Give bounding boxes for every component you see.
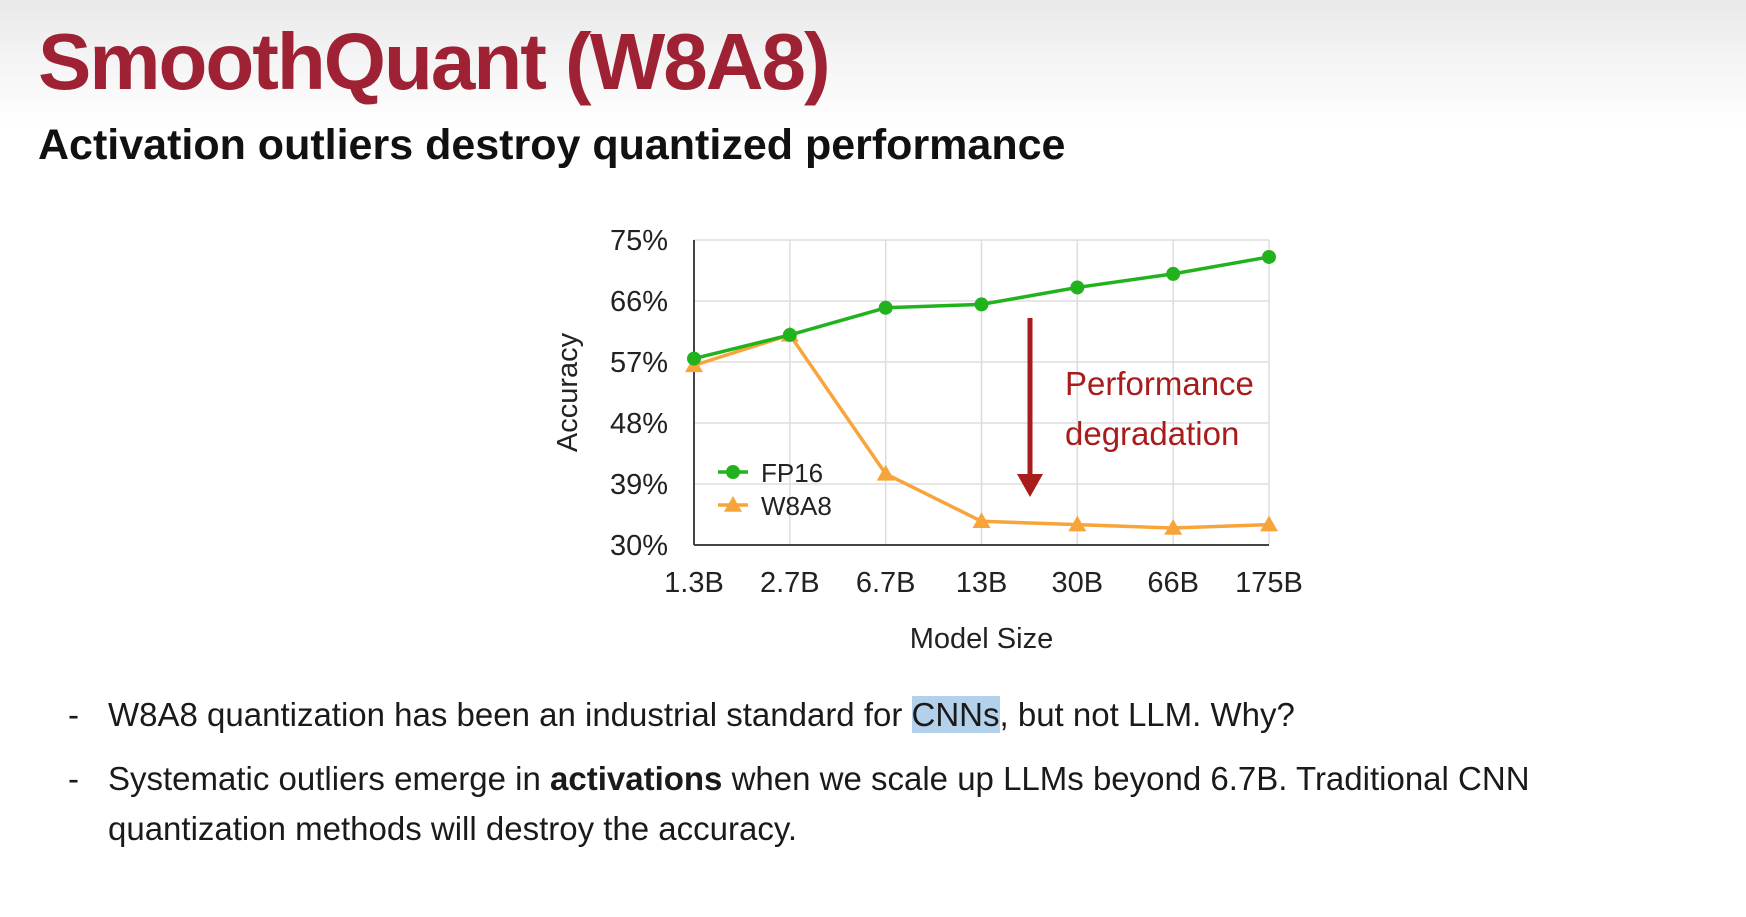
degradation-arrow-head bbox=[1017, 474, 1043, 497]
x-tick-label: 30B bbox=[1052, 567, 1104, 599]
y-tick-label: 39% bbox=[610, 469, 668, 501]
data-point-fp16 bbox=[974, 297, 989, 312]
data-point-fp16 bbox=[878, 300, 893, 315]
data-point-fp16 bbox=[1262, 249, 1276, 264]
bullet-text: W8A8 quantization has been an industrial… bbox=[108, 696, 912, 733]
y-tick-label: 48% bbox=[610, 408, 668, 440]
text-selection-highlight: CNNs bbox=[911, 696, 1000, 733]
legend-label-w8a8: W8A8 bbox=[761, 491, 832, 521]
data-point-fp16 bbox=[782, 327, 797, 342]
x-tick-label: 13B bbox=[956, 567, 1008, 599]
data-point-w8a8 bbox=[1260, 515, 1278, 532]
data-point-fp16 bbox=[687, 351, 701, 366]
data-point-fp16 bbox=[1166, 266, 1181, 281]
annotation-text: degradation bbox=[1065, 415, 1239, 452]
bullet-item: - W8A8 quantization has been an industria… bbox=[68, 690, 1708, 740]
y-tick-label: 66% bbox=[610, 286, 668, 318]
data-point-w8a8 bbox=[972, 512, 991, 529]
x-tick-label: 6.7B bbox=[856, 567, 916, 599]
bullet-text: , but not LLM. Why? bbox=[999, 696, 1295, 733]
legend-marker-w8a8 bbox=[724, 496, 742, 512]
x-tick-label: 1.3B bbox=[664, 567, 724, 599]
bullet-text: when we scale up LLMs beyond 6.7B. Tradi… bbox=[108, 760, 1530, 847]
bullet-emphasis: activations bbox=[550, 760, 723, 797]
chart-annotation: Performance degradation bbox=[1017, 318, 1254, 497]
legend-marker-fp16 bbox=[726, 465, 740, 479]
x-tick-label: 175B bbox=[1235, 567, 1303, 599]
chart-grid bbox=[694, 239, 1270, 545]
y-axis-title: Accuracy bbox=[552, 332, 584, 452]
y-tick-label: 30% bbox=[610, 530, 668, 562]
chart-series bbox=[685, 249, 1278, 535]
bullet-list: - W8A8 quantization has been an industria… bbox=[68, 690, 1708, 868]
y-tick-label: 75% bbox=[610, 225, 668, 257]
x-axis-title: Model Size bbox=[910, 623, 1053, 655]
data-point-fp16 bbox=[1070, 280, 1085, 295]
data-point-w8a8 bbox=[876, 464, 895, 481]
data-point-w8a8 bbox=[1164, 519, 1183, 535]
y-tick-label: 57% bbox=[610, 347, 668, 379]
legend-label-fp16: FP16 bbox=[761, 458, 823, 488]
bullet-dash: - bbox=[68, 760, 79, 797]
data-point-w8a8 bbox=[1068, 515, 1087, 532]
chart-axes bbox=[693, 240, 1269, 546]
bullet-text: Systematic outliers emerge in bbox=[108, 760, 551, 797]
accuracy-vs-model-size-chart: 30% 39% 48% 57% 66% 75% 1.3B 2.7B 6.7B 13B 30B 66B 1… bbox=[552, 225, 1303, 655]
bullet-item: - Systematic outliers emerge in activatio… bbox=[68, 754, 1708, 854]
x-tick-label: 66B bbox=[1147, 567, 1199, 599]
annotation-text: Performance bbox=[1065, 365, 1254, 402]
chart-labels: 30% 39% 48% 57% 66% 75% 1.3B 2.7B 6.7B 13B 30B 66B 1… bbox=[552, 225, 1303, 655]
bullet-dash: - bbox=[68, 696, 79, 733]
slide-subtitle: Activation outliers destroy quantized pe… bbox=[38, 121, 1066, 169]
slide-title: SmoothQuant (W8A8) bbox=[38, 17, 831, 106]
x-tick-label: 2.7B bbox=[760, 567, 820, 599]
